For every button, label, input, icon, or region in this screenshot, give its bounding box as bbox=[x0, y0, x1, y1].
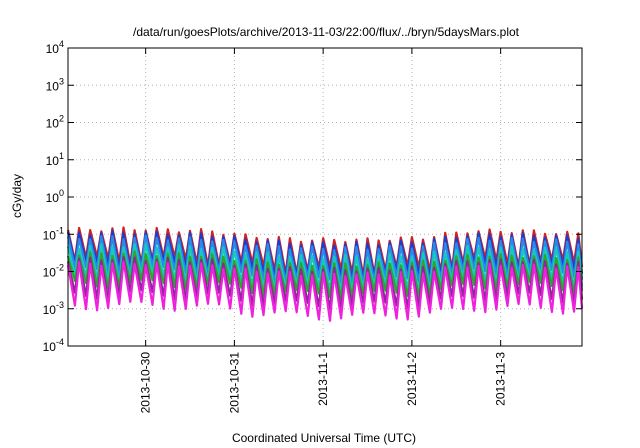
chart-title: /data/run/goesPlots/archive/2013-11-03/2… bbox=[133, 25, 520, 39]
series-lines bbox=[66, 226, 584, 322]
y-tick-base: 10 bbox=[46, 79, 60, 93]
x-axis-label: Coordinated Universal Time (UTC) bbox=[232, 431, 416, 445]
x-tick-label: 2013-10-31 bbox=[227, 352, 241, 414]
y-tick-label: 10-2 bbox=[43, 263, 64, 280]
axis-ticks: 10-410-310-210-11001011021031042013-10-3… bbox=[43, 39, 582, 413]
y-tick-base: 10 bbox=[46, 154, 60, 168]
y-axis-label: cGy/day bbox=[10, 174, 24, 218]
x-tick-label: 2013-10-30 bbox=[139, 352, 153, 414]
grid-lines bbox=[68, 48, 582, 346]
y-tick-label: 10-1 bbox=[43, 225, 64, 242]
y-tick-base: 10 bbox=[43, 340, 57, 354]
y-tick-label: 102 bbox=[46, 114, 64, 131]
y-tick-label: 104 bbox=[46, 39, 64, 56]
x-tick-label: 2013-11-1 bbox=[316, 352, 330, 406]
y-tick-exponent: 2 bbox=[59, 114, 64, 124]
y-tick-label: 100 bbox=[46, 188, 64, 205]
y-tick-exponent: 4 bbox=[59, 39, 64, 49]
y-tick-exponent: -3 bbox=[56, 300, 64, 310]
x-tick-label: 2013-11-3 bbox=[494, 352, 508, 406]
y-tick-exponent: 1 bbox=[59, 151, 64, 161]
y-tick-base: 10 bbox=[43, 266, 57, 280]
y-tick-exponent: -4 bbox=[56, 337, 64, 347]
y-tick-exponent: 0 bbox=[59, 188, 64, 198]
y-tick-exponent: -2 bbox=[56, 263, 64, 273]
y-tick-base: 10 bbox=[46, 191, 60, 205]
y-tick-exponent: 3 bbox=[59, 76, 64, 86]
x-tick-label: 2013-11-2 bbox=[405, 352, 419, 406]
y-tick-label: 10-3 bbox=[43, 300, 64, 317]
y-tick-exponent: -1 bbox=[56, 225, 64, 235]
y-tick-base: 10 bbox=[46, 42, 60, 56]
y-tick-label: 101 bbox=[46, 151, 64, 168]
y-tick-label: 103 bbox=[46, 76, 64, 93]
y-tick-base: 10 bbox=[43, 303, 57, 317]
y-tick-base: 10 bbox=[43, 228, 57, 242]
y-tick-label: 10-4 bbox=[43, 337, 64, 354]
y-tick-base: 10 bbox=[46, 117, 60, 131]
series-line bbox=[66, 260, 584, 322]
